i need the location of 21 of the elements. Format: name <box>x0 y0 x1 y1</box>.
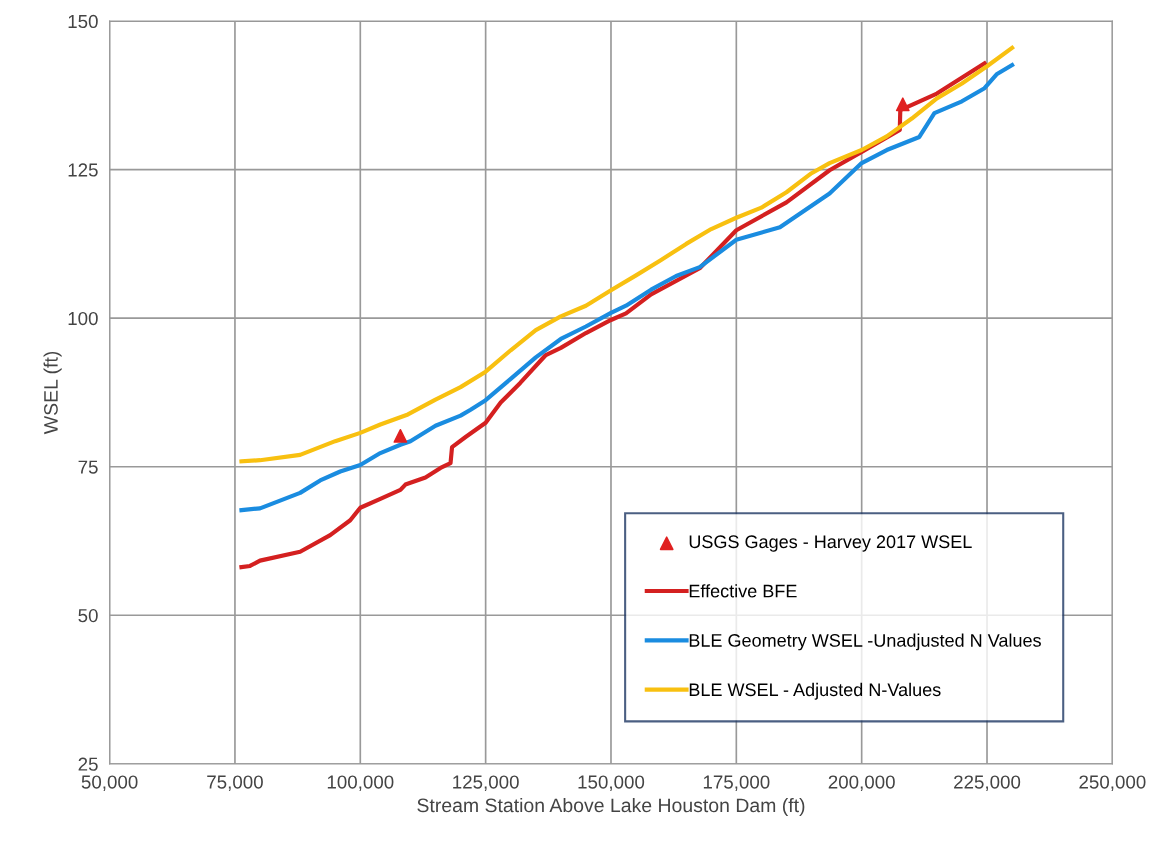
x-tick-label: 75,000 <box>207 775 263 791</box>
x-tick-label: 50,000 <box>81 775 138 791</box>
x-tick-label: 250,000 <box>1079 775 1146 791</box>
y-tick-label: 75 <box>78 460 98 474</box>
x-tick-label: 175,000 <box>703 775 770 791</box>
x-tick-label: 125,000 <box>453 775 519 791</box>
y-tick-label: 25 <box>78 757 98 771</box>
legend-label: USGS Gages - Harvey 2017 WSEL <box>689 535 972 552</box>
y-axis-title: WSEL (ft) <box>43 351 62 435</box>
y-tick-label: 150 <box>68 14 98 29</box>
x-tick-label: 225,000 <box>954 775 1021 791</box>
x-tick-label: 150,000 <box>578 775 645 791</box>
y-tick-label: 100 <box>68 311 98 326</box>
x-tick-label: 200,000 <box>828 775 895 791</box>
legend-label: Effective BFE <box>689 584 797 598</box>
y-tick-label: 50 <box>78 608 98 623</box>
y-tick-label: 125 <box>68 163 98 177</box>
x-axis-title: Stream Station Above Lake Houston Dam (ft) <box>417 797 805 817</box>
legend-label: BLE Geometry WSEL -Unadjusted N Values <box>689 633 1041 651</box>
legend-label: BLE WSEL - Adjusted N-Values <box>689 682 941 700</box>
x-tick-label: 100,000 <box>327 775 394 791</box>
